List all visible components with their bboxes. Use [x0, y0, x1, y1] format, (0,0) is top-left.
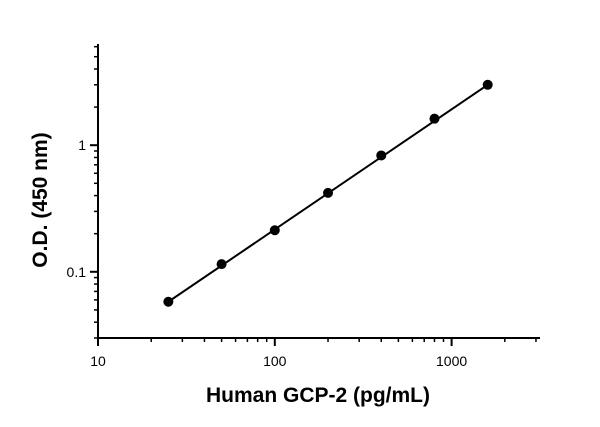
axes	[97, 44, 540, 339]
x-tick-label: 100	[263, 353, 287, 369]
plot-area	[163, 79, 493, 307]
data-point	[482, 79, 493, 90]
x-tick-label: 10	[90, 353, 106, 369]
data-point	[163, 296, 174, 307]
y-tick-label: 1	[78, 137, 86, 153]
y-tick-label: 0.1	[67, 264, 87, 280]
data-point	[269, 225, 280, 236]
x-axis-title: Human GCP-2 (pg/mL)	[206, 384, 430, 407]
data-point	[376, 150, 387, 161]
data-point	[216, 259, 227, 270]
data-point	[323, 187, 334, 198]
y-axis-title: O.D. (450 nm)	[29, 132, 52, 267]
data-point	[429, 113, 440, 124]
x-tick-label: 1000	[436, 353, 467, 369]
ticks: 10 100 1000 0.1 1	[67, 45, 537, 369]
